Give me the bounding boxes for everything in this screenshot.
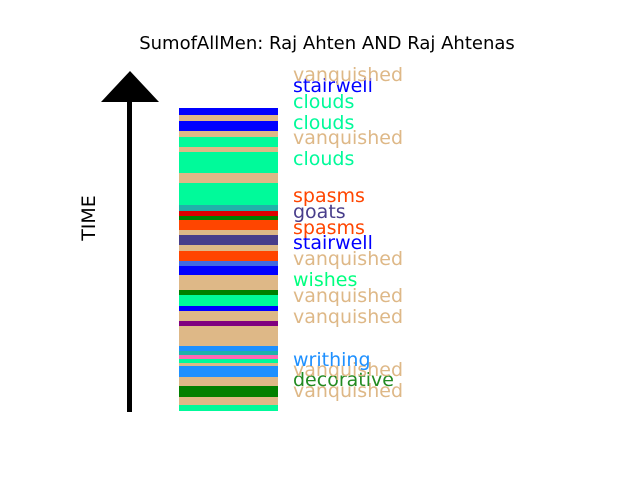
timeline-segment-32 [179, 131, 278, 137]
timeline-segment-3 [179, 377, 278, 386]
timeline-label-14: clouds [293, 112, 354, 134]
y-axis-label: TIME [78, 195, 100, 242]
timeline-segment-4 [179, 366, 278, 377]
timeline-segment-0 [179, 405, 278, 411]
timeline-label-9: spasms [293, 217, 365, 239]
timeline-segment-11 [179, 321, 278, 326]
timeline-segment-34 [179, 115, 278, 121]
timeline-segment-18 [179, 261, 278, 266]
timeline-segment-13 [179, 306, 278, 311]
timeline-segment-7 [179, 355, 278, 359]
timeline-segment-15 [179, 290, 278, 295]
timeline-label-15: clouds [293, 91, 354, 113]
timeline-segment-9 [179, 346, 278, 351]
timeline-segment-24 [179, 216, 278, 220]
chart-title: SumofAllMen: Raj Ahten AND Raj Ahtenas [139, 33, 515, 54]
timeline-segment-8 [179, 351, 278, 355]
timeline-segment-17 [179, 266, 278, 275]
timeline-segment-14 [179, 295, 278, 306]
timeline-bars [179, 108, 278, 411]
timeline-segment-23 [179, 220, 278, 230]
timeline-label-17: vanquished [293, 64, 403, 86]
timeline-segment-21 [179, 235, 278, 245]
timeline-segment-31 [179, 137, 278, 147]
timeline-label-2: vanquished [293, 359, 403, 381]
timeline-segment-2 [179, 386, 278, 397]
timeline-label-4: vanquished [293, 306, 403, 328]
timeline-segment-27 [179, 183, 278, 205]
timeline-label-3: writhing [293, 349, 371, 371]
timeline-segment-35 [179, 108, 278, 115]
timeline-segment-28 [179, 173, 278, 183]
timeline-segment-19 [179, 251, 278, 261]
timeline-label-11: spasms [293, 185, 365, 207]
timeline-segment-29 [179, 152, 278, 173]
timeline-label-13: vanquished [293, 127, 403, 149]
timeline-segment-33 [179, 121, 278, 131]
timeline-segment-10 [179, 326, 278, 346]
timeline-label-10: goats [293, 201, 346, 223]
timeline-label-5: vanquished [293, 285, 403, 307]
timeline-segment-25 [179, 211, 278, 216]
timeline-label-16: stairwell [293, 75, 373, 97]
timeline-segment-26 [179, 205, 278, 211]
timeline-segment-20 [179, 245, 278, 251]
timeline-segment-5 [179, 363, 278, 366]
timeline-labels: vanquisheddecorativevanquishedwrithingva… [293, 64, 403, 402]
timeline-label-8: stairwell [293, 232, 373, 254]
timeline-segment-1 [179, 397, 278, 405]
time-arrow-head [101, 71, 159, 102]
timeline-segment-22 [179, 230, 278, 235]
timeline-label-1: decorative [293, 369, 394, 391]
timeline-segment-30 [179, 147, 278, 152]
timeline-segment-16 [179, 275, 278, 290]
timeline-label-12: clouds [293, 148, 354, 170]
time-arrow [101, 71, 159, 412]
timeline-label-7: vanquished [293, 248, 403, 270]
time-arrow-shaft [127, 100, 132, 412]
timeline-segment-6 [179, 359, 278, 363]
timeline-label-6: wishes [293, 269, 357, 291]
timeline-segment-12 [179, 311, 278, 321]
timeline-label-0: vanquished [293, 380, 403, 402]
